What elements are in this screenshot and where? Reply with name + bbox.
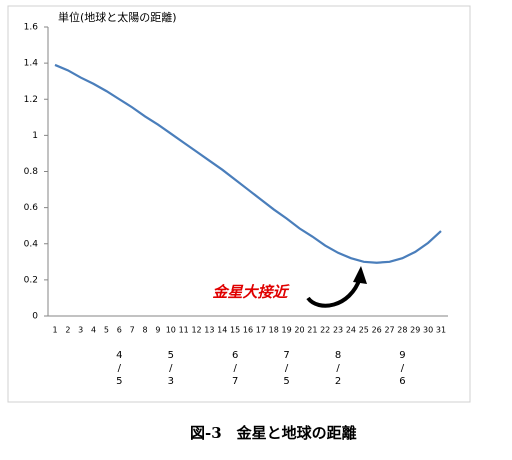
date-label: 9/6 [399, 350, 405, 387]
y-tick-label: 1.4 [24, 59, 39, 69]
x-tick-label: 6 [117, 326, 122, 335]
x-tick-label: 16 [243, 326, 253, 335]
y-tick-label: 0.2 [24, 275, 38, 285]
line [54, 63, 442, 264]
arrow-head [353, 266, 367, 284]
x-tick-label: 12 [191, 326, 201, 335]
date-label: 4/5 [116, 350, 122, 387]
y-tick-label: 0 [32, 312, 38, 322]
x-tick-label: 14 [217, 326, 227, 335]
x-tick-label: 22 [320, 326, 330, 335]
annotation: 金星大接近 [212, 283, 290, 301]
y-tick-label: 1 [32, 131, 38, 141]
y-tick-label: 0.8 [24, 167, 39, 177]
x-tick-label: 3 [78, 326, 83, 335]
x-tick-label: 23 [333, 326, 343, 335]
y-tick-label: 0.6 [24, 203, 39, 213]
x-tick-label: 28 [397, 326, 407, 335]
x-tick-label: 21 [307, 326, 317, 335]
x-tick-label: 11 [179, 326, 189, 335]
x-tick-label: 25 [359, 326, 369, 335]
x-tick-label: 24 [346, 326, 356, 335]
x-tick-label: 4 [91, 326, 96, 335]
x-tick-label: 17 [256, 326, 266, 335]
caption: 図-3 金星と地球の距離 [190, 424, 357, 442]
chart-frame [7, 5, 471, 403]
annotation-arrow [306, 277, 362, 308]
date-label: 5/3 [168, 350, 174, 387]
x-tick-label: 2 [65, 326, 70, 335]
x-tick-label: 8 [143, 326, 148, 335]
date-label: 8/2 [335, 350, 341, 387]
x-tick-label: 18 [269, 326, 279, 335]
date-label: 6/7 [232, 350, 238, 387]
x-tick-label: 26 [372, 326, 382, 335]
x-tick-label: 27 [384, 326, 394, 335]
x-tick-label: 15 [230, 326, 240, 335]
date-label: 7/5 [283, 350, 289, 387]
x-tick-label: 29 [410, 326, 420, 335]
y-axis-label: 単位(地球と太陽の距離) [58, 10, 177, 24]
x-tick-label: 9 [155, 326, 160, 335]
y-tick-label: 1.2 [24, 95, 38, 105]
x-tick-label: 7 [130, 326, 135, 335]
x-tick-label: 30 [423, 326, 433, 335]
x-tick-label: 5 [104, 326, 109, 335]
x-tick-label: 19 [282, 326, 292, 335]
x-tick-label: 20 [294, 326, 304, 335]
x-tick-label: 31 [436, 326, 446, 335]
x-tick-label: 10 [166, 326, 176, 335]
x-tick-label: 13 [204, 326, 214, 335]
y-tick-label: 0.4 [24, 239, 39, 249]
x-tick-label: 1 [52, 326, 57, 335]
y-tick-label: 1.6 [24, 23, 39, 33]
